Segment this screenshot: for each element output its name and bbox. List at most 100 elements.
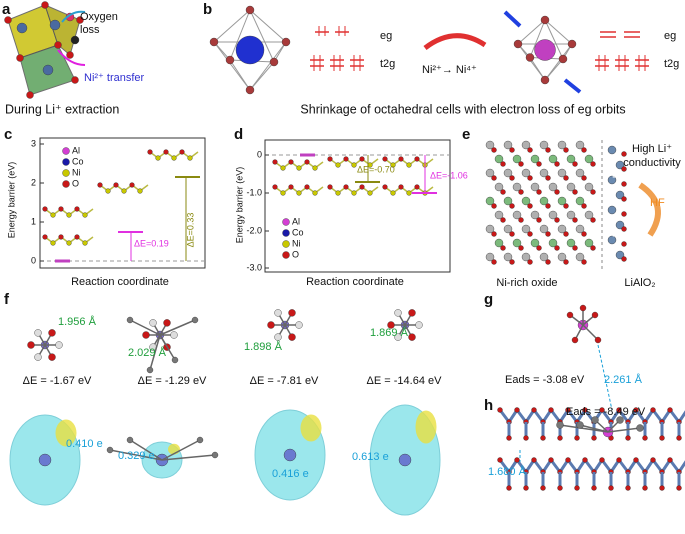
atom [288,184,294,190]
atom [531,407,537,413]
atom [142,331,150,339]
atom [406,162,412,168]
axes [39,137,206,269]
bond [159,334,176,361]
atom [34,353,42,361]
atom [607,235,617,245]
atom [274,333,282,341]
charge: 0.416 e [272,468,309,480]
atom [503,196,513,206]
atom [590,217,596,223]
atom [359,184,365,190]
annotation: Li⁺ [612,228,624,238]
bond [582,324,599,341]
atom [548,182,558,192]
atom [584,238,594,248]
annotation: Oxygen [80,11,118,23]
atom [557,435,563,441]
atom [565,457,571,463]
annotation: HF [650,197,665,209]
atom [491,203,497,209]
atom [521,224,531,234]
atom [491,259,497,265]
atom [288,159,294,165]
arrow [503,10,522,28]
axis-title: Reaction coordinate [71,276,169,288]
atom [106,446,114,454]
atom [530,182,540,192]
atom [599,407,605,413]
atom [48,329,56,337]
atom [548,210,558,220]
atom [121,188,127,194]
atom [497,407,503,413]
atom [558,54,568,64]
atom [650,457,656,463]
atom [591,485,597,491]
atom [335,162,341,168]
atom [272,184,278,190]
atom [591,416,599,424]
atom [557,485,563,491]
line [229,59,251,91]
atom [575,168,585,178]
atom [527,259,533,265]
bond [129,439,163,461]
atom [312,190,318,196]
line [249,9,287,43]
atom [494,210,504,220]
atom [211,451,219,459]
atom [530,210,540,220]
atom [4,16,12,24]
atom [513,39,523,49]
energy: ΔE = -14.64 eV [367,375,443,387]
atom [209,37,219,47]
atom [523,485,529,491]
atom [615,250,625,260]
atom [540,485,546,491]
atom [27,341,35,349]
atom [282,229,290,237]
atom [576,421,584,429]
bond-length: 1.680 Å [488,465,527,478]
atom [105,188,111,194]
atom [335,190,341,196]
line [544,58,564,81]
atom [282,251,290,259]
energy: Eads = -8.49 eV [566,406,646,418]
atom [621,211,627,217]
atom [50,240,56,246]
annotation: ΔE=-1.06 [430,170,468,180]
atom [548,154,558,164]
tick-label: -3.0 [246,262,262,272]
atom [518,217,524,223]
atom [38,453,52,467]
atom [554,217,560,223]
atom [76,16,84,24]
axis-title: Reaction coordinate [306,276,404,288]
caption: Shrinkage of octahedral cells with elect… [300,102,625,116]
arrow [61,10,86,23]
atom [398,453,412,467]
atom [494,154,504,164]
bond-length: 2.029 Å [128,346,167,359]
atom [390,162,396,168]
isosurface [415,410,437,444]
level-label: t2g [664,58,679,70]
atom [26,91,34,99]
atom [633,457,639,463]
atom [574,485,580,491]
atom [563,175,569,181]
atom [491,231,497,237]
atom [485,252,495,262]
atom [575,252,585,262]
line [597,344,613,411]
atom [572,161,578,167]
atom [594,336,602,344]
atom [58,206,64,212]
atom [590,245,596,251]
atom [62,169,70,177]
atom [527,203,533,209]
atom [191,316,199,324]
